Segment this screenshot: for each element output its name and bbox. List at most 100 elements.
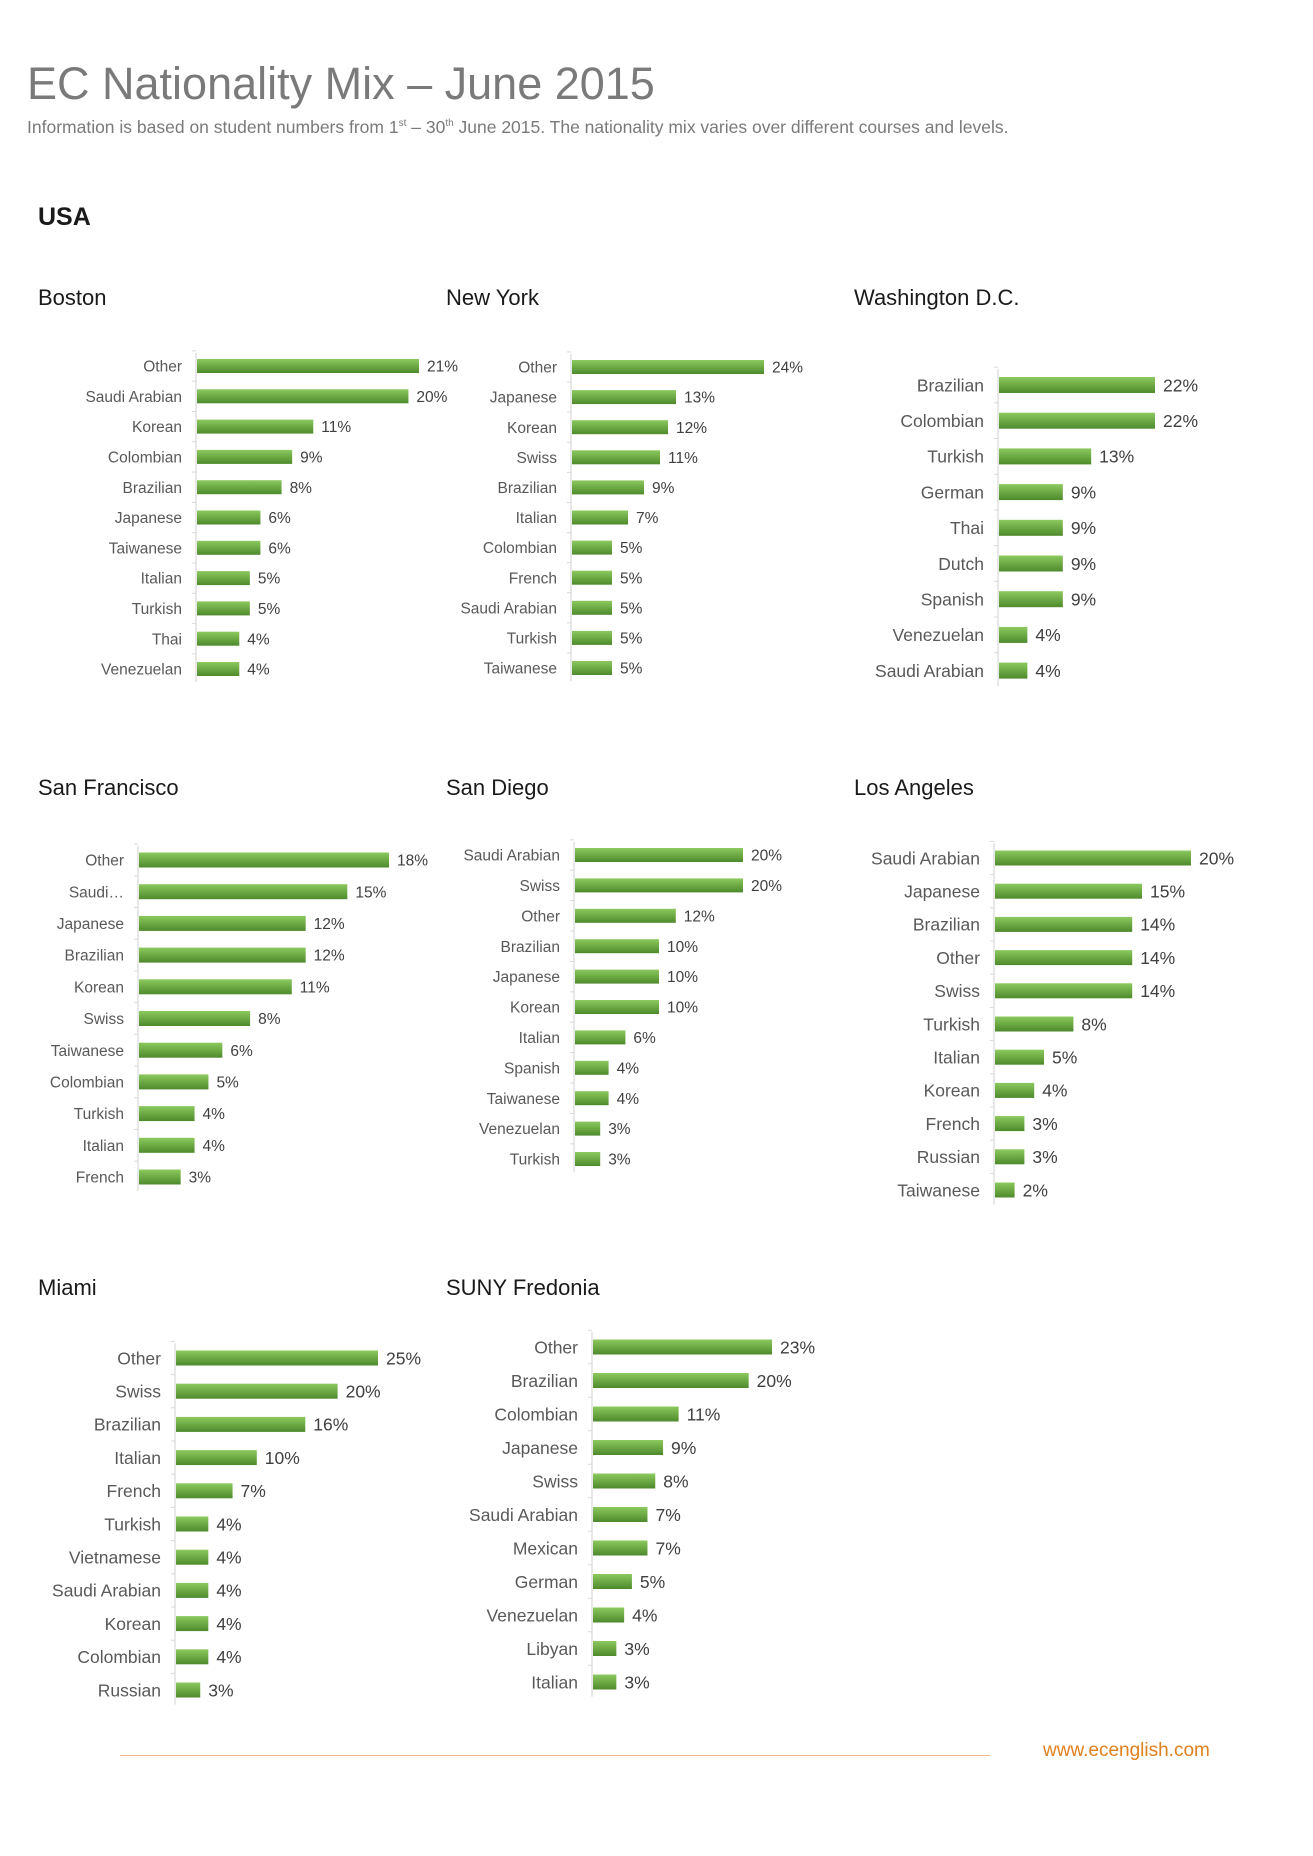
bar bbox=[197, 540, 261, 555]
data-label: 9% bbox=[1071, 590, 1096, 610]
bar bbox=[995, 850, 1191, 866]
data-label: 13% bbox=[1099, 447, 1134, 467]
bar bbox=[999, 377, 1155, 393]
category-label: Italian bbox=[516, 510, 557, 527]
data-label: 4% bbox=[247, 631, 270, 648]
footer-url: www.ecenglish.com bbox=[1043, 1740, 1210, 1761]
bar bbox=[139, 1169, 181, 1185]
bar bbox=[139, 1137, 195, 1153]
bar bbox=[176, 1450, 257, 1466]
category-label: Mexican bbox=[513, 1538, 578, 1558]
category-label: Other bbox=[518, 360, 557, 377]
bar bbox=[572, 540, 612, 555]
data-label: 14% bbox=[1140, 948, 1175, 968]
data-label: 12% bbox=[314, 916, 345, 933]
category-label: Swiss bbox=[115, 1382, 161, 1402]
data-label: 4% bbox=[216, 1581, 241, 1601]
page-subtitle: Information is based on student numbers … bbox=[27, 117, 1008, 138]
data-label: 10% bbox=[667, 939, 698, 956]
category-label: Colombian bbox=[108, 449, 182, 466]
chart-plot: Other 21% Saudi Arabian 20% Korean 11% Colombi… bbox=[85, 350, 458, 683]
bar bbox=[176, 1350, 378, 1366]
category-label: Saudi Arabian bbox=[85, 389, 182, 406]
category-label: Brazilian bbox=[498, 480, 557, 497]
data-label: 8% bbox=[290, 480, 313, 497]
bar bbox=[176, 1483, 233, 1499]
bar bbox=[575, 878, 743, 893]
bar bbox=[995, 916, 1133, 932]
chart-plot: Other 25% Swiss 20% Brazilian 16% Italian 10% Fr… bbox=[52, 1340, 421, 1705]
category-label: Saudi Arabian bbox=[871, 848, 980, 868]
bar bbox=[572, 630, 612, 645]
data-label: 5% bbox=[620, 600, 643, 617]
data-label: 3% bbox=[608, 1152, 631, 1169]
category-label: Swiss bbox=[84, 1011, 125, 1028]
bar bbox=[197, 449, 293, 464]
category-label: Spanish bbox=[921, 590, 984, 610]
subtitle-part-2: – 30 bbox=[406, 117, 446, 137]
bar bbox=[197, 480, 282, 495]
data-label: 15% bbox=[1150, 882, 1185, 902]
category-label: French bbox=[76, 1170, 124, 1187]
bar bbox=[572, 661, 612, 675]
data-label: 5% bbox=[258, 601, 281, 618]
bar bbox=[995, 983, 1133, 999]
bar bbox=[139, 852, 389, 868]
bar bbox=[999, 448, 1092, 465]
bar bbox=[176, 1649, 209, 1665]
bar bbox=[575, 1152, 601, 1166]
data-label: 22% bbox=[1163, 411, 1198, 431]
data-label: 4% bbox=[617, 1091, 640, 1108]
bar bbox=[176, 1682, 201, 1698]
chart-new-york: New York Other 24% Japanese 13% Korean 12% Swi… bbox=[446, 285, 866, 695]
data-label: 20% bbox=[346, 1382, 381, 1402]
category-label: Colombian bbox=[900, 411, 984, 431]
data-label: 9% bbox=[652, 480, 675, 497]
bar bbox=[139, 1106, 195, 1122]
data-label: 8% bbox=[663, 1471, 688, 1491]
data-label: 8% bbox=[1081, 1014, 1106, 1034]
data-label: 16% bbox=[313, 1415, 348, 1435]
bar bbox=[572, 600, 612, 615]
page-title: EC Nationality Mix – June 2015 bbox=[27, 58, 655, 109]
data-label: 4% bbox=[1035, 661, 1060, 681]
category-label: Venezuelan bbox=[479, 1121, 560, 1138]
category-label: Korean bbox=[74, 979, 124, 996]
data-label: 3% bbox=[1032, 1114, 1057, 1134]
data-label: 7% bbox=[636, 510, 659, 527]
bar bbox=[176, 1416, 306, 1432]
subtitle-sup-2: th bbox=[445, 118, 454, 129]
data-label: 12% bbox=[314, 948, 345, 965]
bar bbox=[572, 390, 676, 405]
data-label: 9% bbox=[1071, 554, 1096, 574]
category-label: Turkish bbox=[132, 601, 182, 618]
data-label: 8% bbox=[258, 1011, 281, 1028]
data-label: 5% bbox=[620, 661, 643, 678]
bar bbox=[593, 1507, 648, 1522]
chart-title: San Diego bbox=[446, 775, 549, 800]
bar bbox=[572, 420, 668, 435]
data-label: 22% bbox=[1163, 375, 1198, 395]
category-label: Japanese bbox=[57, 916, 124, 933]
data-label: 10% bbox=[667, 969, 698, 986]
chart-suny-fredonia: SUNY Fredonia Other 23% Brazilian 20% Colomb… bbox=[446, 1275, 866, 1715]
subtitle-sup-1: st bbox=[398, 118, 407, 129]
category-label: French bbox=[926, 1114, 980, 1134]
chart-plot: Other 23% Brazilian 20% Colombian 11% Japanese… bbox=[469, 1329, 815, 1697]
data-label: 4% bbox=[1042, 1081, 1067, 1101]
bar bbox=[139, 1074, 209, 1090]
data-label: 6% bbox=[268, 540, 291, 557]
bar bbox=[995, 1016, 1074, 1032]
category-label: Brazilian bbox=[65, 948, 124, 965]
bar bbox=[197, 389, 409, 404]
chart-san-diego: San Diego Saudi Arabian 20% Swiss 20% Other 1… bbox=[446, 775, 866, 1205]
data-label: 3% bbox=[1032, 1147, 1057, 1167]
category-label: Colombian bbox=[50, 1074, 124, 1091]
chart-plot: Saudi Arabian 20% Japanese 15% Brazilian 14% O… bbox=[871, 840, 1234, 1205]
bar bbox=[575, 1000, 659, 1014]
category-label: Brazilian bbox=[94, 1415, 161, 1435]
data-label: 25% bbox=[386, 1348, 421, 1368]
category-label: Venezuelan bbox=[893, 625, 984, 645]
category-label: Swiss bbox=[517, 450, 558, 467]
category-label: German bbox=[921, 482, 984, 502]
